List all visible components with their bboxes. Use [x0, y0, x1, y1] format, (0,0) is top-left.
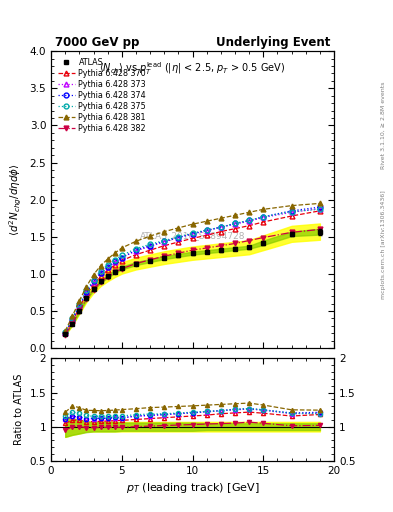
- Text: Rivet 3.1.10, ≥ 2.8M events: Rivet 3.1.10, ≥ 2.8M events: [381, 82, 386, 169]
- Text: mcplots.cern.ch [arXiv:1306.3436]: mcplots.cern.ch [arXiv:1306.3436]: [381, 190, 386, 298]
- Text: 7000 GeV pp: 7000 GeV pp: [55, 36, 140, 49]
- Y-axis label: Ratio to ATLAS: Ratio to ATLAS: [14, 374, 24, 445]
- Legend: ATLAS, Pythia 6.428 370, Pythia 6.428 373, Pythia 6.428 374, Pythia 6.428 375, P: ATLAS, Pythia 6.428 370, Pythia 6.428 37…: [55, 55, 149, 135]
- Y-axis label: $\langle d^2 N_{chg}/d\eta d\phi \rangle$: $\langle d^2 N_{chg}/d\eta d\phi \rangle…: [8, 163, 24, 236]
- Text: ATLAS_2010_S8894728: ATLAS_2010_S8894728: [140, 231, 245, 240]
- Text: Underlying Event: Underlying Event: [216, 36, 330, 49]
- X-axis label: $p_T$ (leading track) [GeV]: $p_T$ (leading track) [GeV]: [126, 481, 259, 495]
- Text: $\langle N_{ch}\rangle$ vs $p_T^{\rm lead}$ ($|\eta|$ < 2.5, $p_T$ > 0.5 GeV): $\langle N_{ch}\rangle$ vs $p_T^{\rm lea…: [99, 60, 286, 77]
